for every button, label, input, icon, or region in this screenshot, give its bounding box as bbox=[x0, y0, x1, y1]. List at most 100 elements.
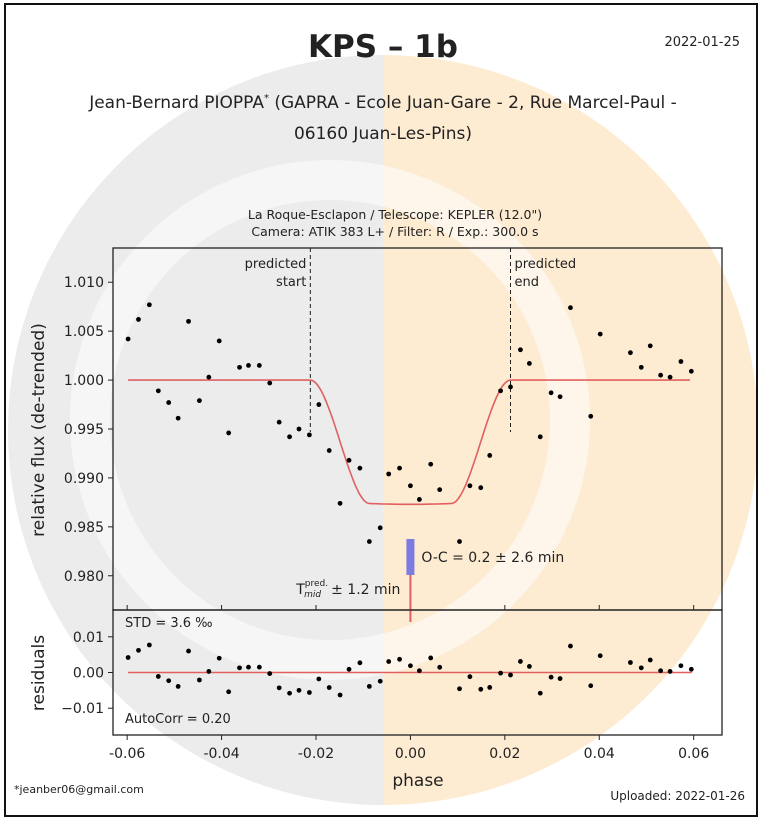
main-plot: 0.980 0.985 0.990 0.995 1.000 1.005 1.010 relat… bbox=[29, 247, 723, 622]
residual-point bbox=[136, 647, 141, 653]
residual-point bbox=[548, 674, 554, 680]
data-point bbox=[557, 394, 563, 400]
data-point bbox=[186, 318, 191, 324]
x-tick-label: -0.06 bbox=[109, 746, 145, 762]
observatory-line: La Roque-Esclapon / Telescope: KEPLER (1… bbox=[248, 207, 542, 222]
data-point bbox=[166, 400, 172, 405]
predicted-end-label: predicted bbox=[515, 257, 577, 272]
data-point bbox=[287, 434, 292, 440]
residual-point bbox=[346, 666, 352, 672]
data-point bbox=[136, 317, 141, 322]
residuals-plot: 0.01 0.00 −0.01 -0.06 -0.04 -0.02 0.00 0.02 0.04… bbox=[29, 609, 723, 791]
data-point bbox=[416, 497, 422, 502]
predicted-start-label: start bbox=[276, 275, 306, 290]
residual-point bbox=[397, 656, 402, 662]
figure-border bbox=[4, 3, 758, 817]
y-tick-label: 1.010 bbox=[64, 275, 104, 291]
data-point bbox=[306, 432, 312, 438]
data-point bbox=[548, 390, 554, 396]
data-point bbox=[357, 465, 363, 471]
residual-point bbox=[428, 655, 434, 661]
data-point bbox=[628, 350, 633, 356]
residual-point bbox=[568, 643, 573, 649]
predicted-start-label: predicted bbox=[245, 257, 307, 272]
residual-point bbox=[508, 672, 513, 678]
residual-point bbox=[688, 666, 694, 672]
data-point bbox=[337, 500, 343, 506]
data-point bbox=[678, 359, 684, 364]
residual-point bbox=[498, 670, 503, 676]
data-point bbox=[237, 364, 242, 370]
data-point bbox=[498, 388, 503, 394]
author-line-1: Jean-Bernard PIOPPA* (GAPRA - Ecole Juan… bbox=[88, 93, 677, 113]
data-point bbox=[226, 430, 232, 436]
data-point bbox=[568, 305, 573, 311]
x-tick-label: 0.00 bbox=[395, 746, 426, 762]
data-point bbox=[366, 539, 372, 544]
data-point bbox=[196, 398, 202, 404]
x-tick-label: 0.02 bbox=[489, 746, 520, 762]
data-point bbox=[588, 413, 594, 419]
residual-point bbox=[306, 690, 312, 695]
data-point bbox=[526, 361, 532, 366]
residual-point bbox=[457, 686, 462, 692]
data-point bbox=[518, 347, 523, 353]
data-point bbox=[667, 374, 673, 380]
oc-marker bbox=[406, 539, 415, 575]
data-point bbox=[146, 302, 152, 308]
author-line-2: 06160 Juan-Les-Pins) bbox=[294, 124, 472, 144]
data-point bbox=[647, 343, 653, 349]
residual-point bbox=[478, 686, 484, 692]
residual-point bbox=[206, 669, 212, 674]
x-tick-label: -0.04 bbox=[203, 746, 239, 762]
y-tick-label: 1.000 bbox=[64, 373, 104, 389]
residual-point bbox=[256, 664, 262, 670]
residual-point bbox=[557, 676, 563, 681]
residual-point bbox=[437, 664, 443, 670]
residual-point bbox=[125, 655, 131, 660]
y-tick-label: 0.990 bbox=[64, 471, 104, 487]
residual-point bbox=[267, 671, 273, 676]
data-point bbox=[326, 448, 332, 453]
residual-point bbox=[186, 648, 191, 654]
residual-point bbox=[337, 692, 343, 698]
figure-title: KPS – 1b bbox=[308, 29, 458, 65]
data-point bbox=[457, 539, 462, 544]
residual-y-tick-label: 0.00 bbox=[73, 666, 104, 682]
observation-date: 2022-01-25 bbox=[664, 35, 740, 50]
residual-point bbox=[638, 665, 644, 671]
x-tick-label: -0.02 bbox=[298, 746, 334, 762]
data-point bbox=[276, 419, 282, 425]
residual-point bbox=[628, 660, 633, 665]
residual-point bbox=[296, 687, 302, 693]
data-point bbox=[216, 338, 222, 344]
residual-point bbox=[408, 663, 413, 669]
residual-point bbox=[416, 668, 422, 674]
data-point bbox=[346, 457, 352, 463]
residual-point bbox=[678, 663, 684, 669]
transit-model-curve bbox=[128, 379, 690, 506]
residual-point bbox=[146, 642, 152, 648]
data-point bbox=[246, 363, 251, 368]
data-point bbox=[478, 485, 484, 491]
predicted-end-label: end bbox=[515, 275, 540, 290]
data-point bbox=[256, 363, 262, 368]
data-point bbox=[658, 372, 664, 378]
residual-point bbox=[237, 665, 242, 671]
y-tick-label: 0.985 bbox=[64, 520, 104, 536]
std-label: STD = 3.6 ‰ bbox=[125, 616, 213, 631]
data-point bbox=[377, 525, 383, 531]
data-point bbox=[267, 380, 273, 386]
tmid-label: Tpred. mid ± 1.2 min bbox=[295, 579, 400, 600]
data-point bbox=[155, 388, 161, 394]
y-tick-label: 1.005 bbox=[64, 324, 104, 340]
residual-point bbox=[526, 664, 532, 669]
residual-point bbox=[386, 659, 392, 664]
camera-line: Camera: ATIK 383 L+ / Filter: R / Exp.: … bbox=[251, 224, 538, 239]
residual-point bbox=[658, 668, 664, 674]
residual-point bbox=[155, 674, 161, 679]
residual-point bbox=[667, 669, 673, 674]
residual-point bbox=[226, 689, 232, 695]
data-point bbox=[206, 374, 212, 380]
residual-point bbox=[166, 678, 172, 684]
